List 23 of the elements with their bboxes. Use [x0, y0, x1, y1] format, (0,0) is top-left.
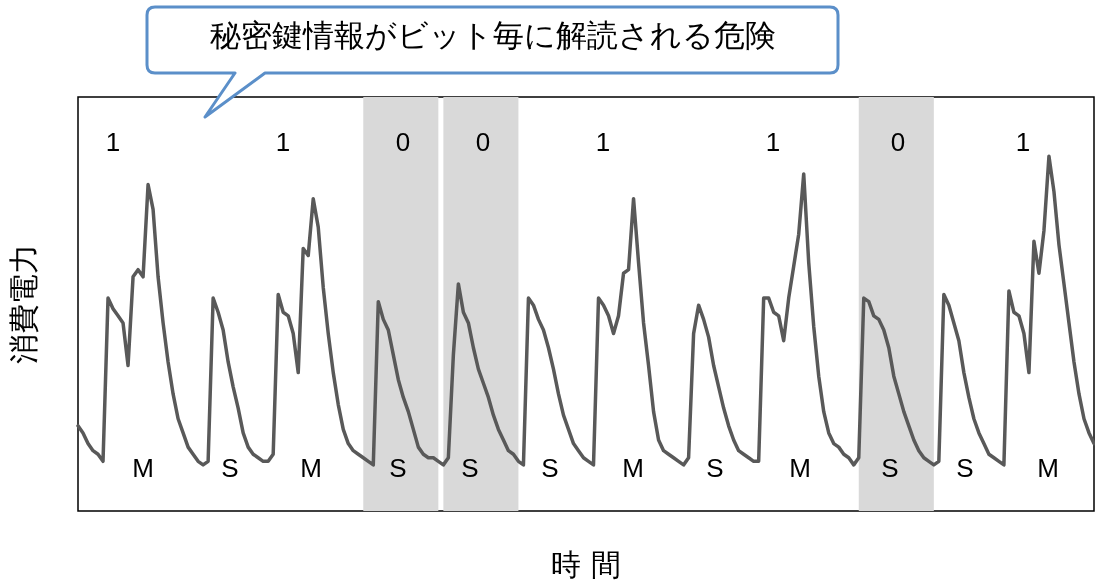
y-axis-title: 消費電力 — [5, 244, 41, 364]
annotation: 1 — [275, 127, 291, 157]
annotation: S — [221, 453, 239, 483]
annotation: 1 — [595, 127, 611, 157]
annotation: S — [706, 453, 724, 483]
annotation: 0 — [475, 127, 491, 157]
annotation: 0 — [890, 127, 906, 157]
annotation: M — [300, 453, 322, 483]
annotation: 0 — [395, 127, 411, 157]
x-axis-title: 時 間 — [551, 546, 621, 582]
text: 秘密鍵情報がビット毎に解読される危険 — [208, 16, 777, 55]
annotation: 1 — [1015, 127, 1031, 157]
annotation: M — [789, 453, 811, 483]
annotation: S — [881, 453, 899, 483]
annotation: S — [541, 453, 559, 483]
annotation: S — [389, 453, 407, 483]
annotation: S — [956, 453, 974, 483]
annotation: M — [1037, 453, 1059, 483]
annotation: M — [132, 453, 154, 483]
annotation: 1 — [765, 127, 781, 157]
annotation: 1 — [105, 127, 121, 157]
annotation: S — [461, 453, 479, 483]
annotation: M — [622, 453, 644, 483]
